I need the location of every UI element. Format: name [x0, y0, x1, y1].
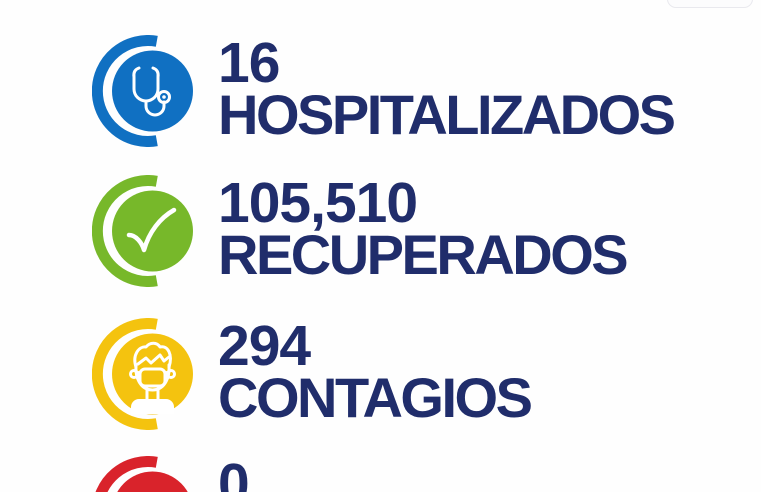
stat-label: HOSPITALIZADOS [218, 83, 676, 146]
stat-row-hospitalizados: 16 HOSPITALIZADOS [0, 35, 761, 185]
stethoscope-icon [92, 35, 193, 147]
checkmark-icon [92, 175, 193, 287]
red-circle-icon [92, 456, 193, 492]
cropped-ui-element-edge [667, 0, 753, 8]
checkmark-glyph [126, 207, 177, 253]
stat-row-recuperados: 105,510 RECUPERADOS [0, 175, 761, 325]
stat-value: 16 [218, 31, 280, 95]
stethoscope-glyph [132, 66, 171, 117]
stat-label: RECUPERADOS [218, 223, 629, 286]
stat-row-cropped: 0 [0, 456, 761, 492]
stat-value: 0 [218, 452, 250, 492]
stat-label: CONTAGIOS [218, 366, 533, 429]
masked-person-icon [92, 318, 193, 430]
stat-value: 105,510 [218, 171, 418, 235]
masked-person-glyph [129, 341, 176, 414]
stat-row-contagios: 294 CONTAGIOS [0, 318, 761, 468]
stat-value: 294 [218, 314, 311, 378]
